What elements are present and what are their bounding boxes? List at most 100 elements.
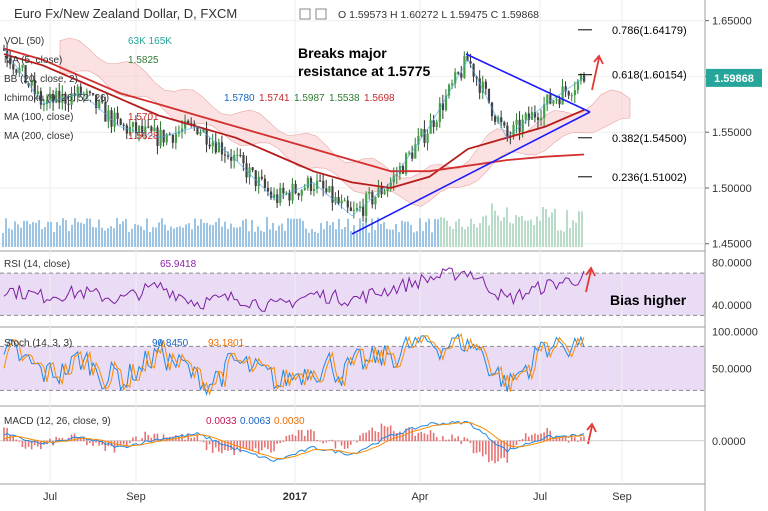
macd-histogram-bar	[33, 440, 36, 446]
candle-body	[174, 133, 178, 143]
volume-bar	[524, 220, 526, 247]
volume-bar	[299, 218, 301, 247]
macd-histogram-bar	[583, 436, 585, 442]
macd-histogram-bar	[205, 440, 208, 451]
macd-histogram-bar	[221, 440, 223, 454]
arrow-up-price	[591, 54, 604, 91]
macd-histogram-bar	[248, 440, 251, 450]
macd-histogram-bar	[377, 431, 380, 442]
volume-bar	[350, 231, 352, 247]
macd-histogram-bar	[334, 440, 337, 449]
candle-body	[490, 102, 494, 117]
candle-body	[141, 125, 144, 133]
macd-histogram-bar	[577, 440, 579, 442]
time-tick-label: Apr	[411, 491, 428, 503]
volume-bar	[71, 224, 73, 247]
legend-controls[interactable]	[299, 8, 327, 20]
candle-body	[438, 103, 441, 123]
overlay-label: BB (20, close, 2)	[4, 74, 78, 85]
overlay-label: VOL (50)	[4, 36, 44, 47]
macd-histogram-bar	[429, 430, 432, 442]
candle-body	[457, 72, 460, 74]
macd-histogram-bar	[119, 440, 122, 446]
macd-histogram-bar	[251, 440, 254, 451]
macd-histogram-bar	[307, 430, 309, 442]
candle-body	[52, 94, 55, 103]
candle-body	[319, 180, 322, 182]
ichimoku-value: 1.5780	[224, 93, 255, 104]
candle-body	[533, 112, 537, 118]
macd-histogram-bar	[537, 434, 539, 442]
macd-histogram-bar	[129, 440, 131, 444]
macd-histogram-bar	[580, 436, 582, 442]
macd-histogram-bar	[273, 440, 275, 452]
volume-bar	[341, 229, 343, 247]
macd-histogram-bar	[488, 440, 490, 463]
volume-bar	[32, 222, 34, 247]
macd-histogram-bar	[82, 437, 85, 442]
volume-bar	[212, 224, 214, 247]
volume-bar	[449, 226, 451, 247]
candle-body	[340, 200, 343, 204]
macd-histogram-bar	[141, 438, 143, 442]
candle-body	[248, 167, 251, 178]
candle-body	[401, 166, 405, 174]
volume-bar	[140, 226, 142, 247]
volume-bar	[137, 224, 139, 247]
volume-bar	[515, 215, 517, 247]
volume-bar	[389, 229, 391, 247]
volume-bar	[98, 219, 100, 247]
macd-histogram-bar	[389, 425, 392, 442]
macd-histogram-bar	[291, 434, 294, 442]
volume-bar	[572, 220, 574, 247]
candle-body	[9, 58, 12, 65]
stoch-value-2: 93.1801	[208, 338, 245, 349]
volume-bar	[23, 220, 25, 247]
volume-bar	[290, 218, 292, 247]
candle-body	[205, 129, 208, 145]
candle-body	[79, 86, 82, 95]
volume-bar	[503, 217, 505, 247]
macd-legend: MACD (12, 26, close, 9) 0.0033 0.0063 0.…	[4, 416, 305, 427]
candle-body	[346, 200, 349, 208]
volume-bar	[116, 218, 118, 247]
volume-bar	[86, 218, 88, 247]
candle-body	[223, 154, 227, 156]
candle-body	[552, 100, 555, 104]
candle-body	[460, 73, 463, 78]
volume-bar	[560, 230, 562, 247]
candle-body	[64, 93, 67, 104]
macd-histogram-bar	[420, 431, 423, 442]
volume-bar	[287, 218, 289, 247]
volume-bar	[434, 218, 436, 247]
price-tick-label: 1.45000	[712, 239, 752, 251]
candle-body	[82, 93, 85, 95]
macd-histogram-bar	[18, 440, 21, 442]
macd-histogram-bar	[150, 437, 153, 442]
macd-histogram-bar	[316, 439, 318, 442]
volume-bar	[194, 218, 196, 247]
candle-body	[239, 154, 242, 156]
macd-histogram-bar	[187, 433, 189, 442]
candle-body	[558, 99, 561, 105]
macd-histogram-bar	[457, 436, 459, 442]
macd-histogram-bar	[135, 436, 137, 442]
candle-body	[36, 91, 39, 95]
time-axis: Jul Sep 2017 Apr Jul Sep	[43, 491, 632, 503]
stoch-legend: Stoch (14, 3, 3) 90.8450 93.1801	[4, 338, 245, 349]
svg-text:1.59868: 1.59868	[714, 73, 754, 85]
candle-body	[389, 182, 392, 188]
macd-histogram-bar	[405, 428, 407, 442]
volume-bar	[413, 232, 415, 247]
macd-histogram-bar	[564, 437, 567, 442]
macd-histogram-bar	[426, 434, 429, 442]
volume-bar	[80, 222, 82, 247]
volume-bar	[191, 229, 193, 247]
candle-body	[153, 127, 156, 132]
macd-histogram-bar	[491, 440, 493, 461]
candle-body	[76, 86, 79, 97]
volume-bar	[134, 224, 136, 247]
candle-body	[561, 86, 564, 105]
macd-histogram-bar	[193, 437, 196, 442]
